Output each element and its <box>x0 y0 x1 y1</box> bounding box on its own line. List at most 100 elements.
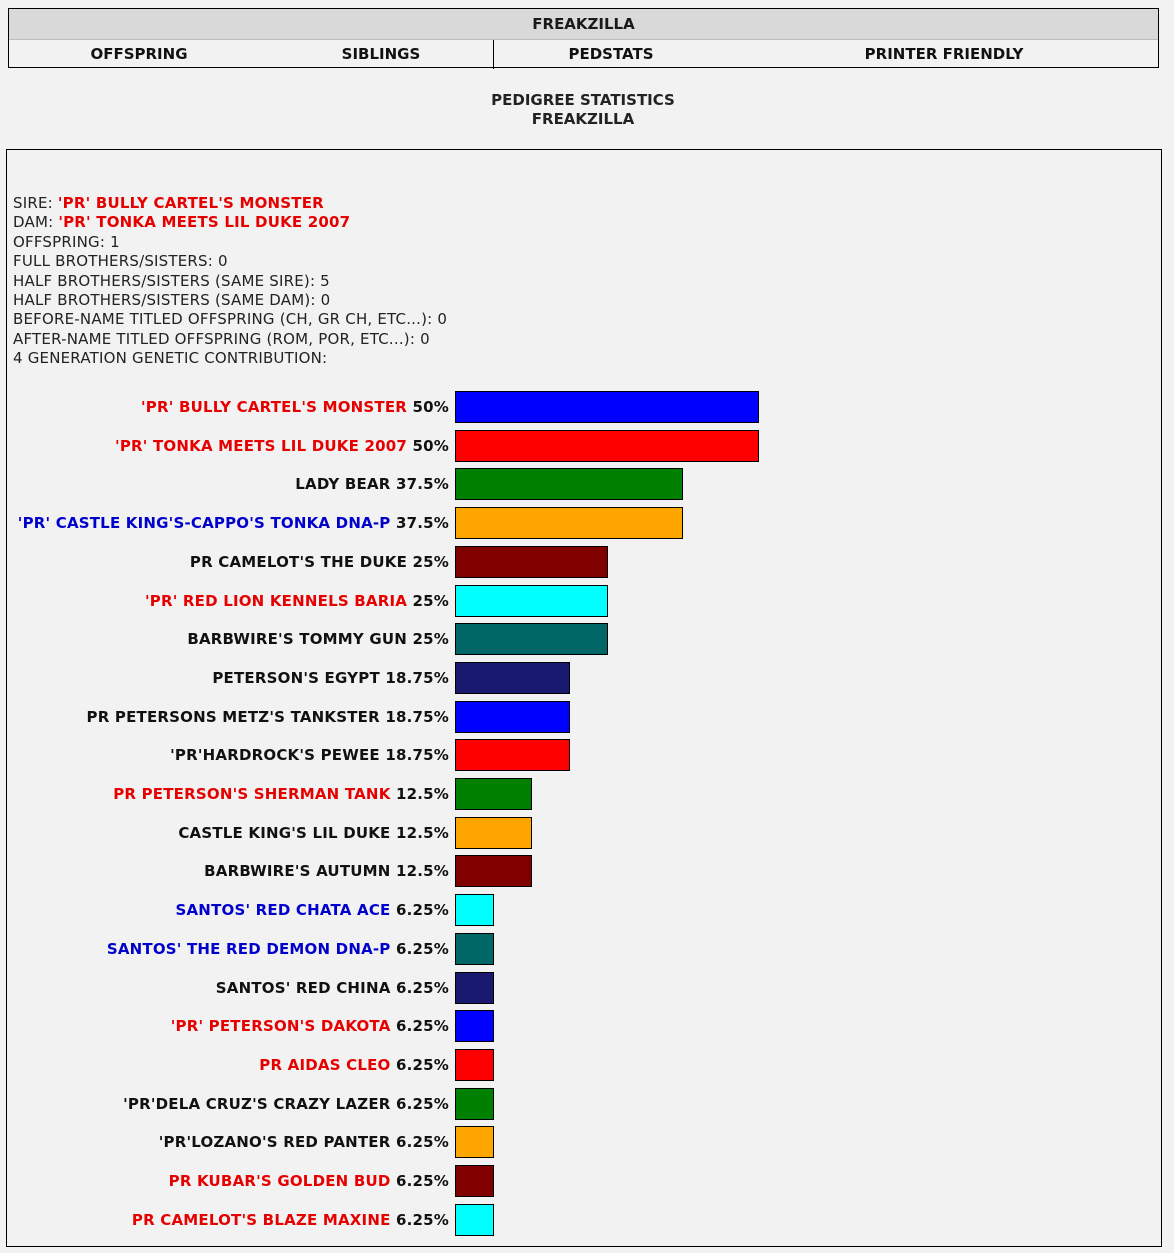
contribution-label: 'PR'LOZANO'S RED PANTER 6.25% <box>159 1125 449 1159</box>
contribution-row: SANTOS' THE RED DEMON DNA-P 6.25% <box>7 932 1161 966</box>
contribution-row: BARBWIRE'S AUTUMN 12.5% <box>7 854 1161 888</box>
tab-pedstats[interactable]: PEDSTATS <box>568 45 654 63</box>
contribution-label: PR CAMELOT'S THE DUKE 25% <box>190 545 449 579</box>
contribution-percent: 6.25% <box>395 1055 449 1074</box>
contribution-bar <box>455 391 759 423</box>
contribution-label: SANTOS' RED CHINA 6.25% <box>216 971 449 1005</box>
contribution-bar <box>455 971 494 1004</box>
contribution-percent: 37.5% <box>395 475 449 494</box>
sire-link[interactable]: 'PR' BULLY CARTEL'S MONSTER <box>57 194 324 212</box>
contribution-bar <box>455 932 494 965</box>
contribution-percent: 25% <box>412 552 449 571</box>
contribution-label: 'PR' PETERSON'S DAKOTA 6.25% <box>171 1009 449 1043</box>
contribution-percent: 50% <box>412 436 449 455</box>
contribution-bar <box>455 1010 494 1043</box>
ancestor-name: LADY BEAR <box>295 475 391 494</box>
contribution-percent: 18.75% <box>385 668 449 687</box>
ancestor-name[interactable]: PR PETERSON'S SHERMAN TANK <box>113 785 391 803</box>
contribution-row: PR CAMELOT'S THE DUKE 25% <box>7 545 1161 579</box>
contribution-percent: 50% <box>412 398 449 416</box>
tab-printer-friendly[interactable]: PRINTER FRIENDLY <box>864 45 1024 63</box>
contribution-row: SANTOS' RED CHINA 6.25% <box>7 971 1161 1005</box>
ancestor-name: PR CAMELOT'S THE DUKE <box>189 552 408 571</box>
contribution-percent: 6.25% <box>395 1172 449 1190</box>
contribution-percent: 18.75% <box>385 707 449 726</box>
contribution-row: 'PR'DELA CRUZ'S CRAZY LAZER 6.25% <box>7 1087 1161 1121</box>
contribution-bar <box>455 700 570 733</box>
contribution-label: BARBWIRE'S TOMMY GUN 25% <box>187 622 449 656</box>
contribution-row: BARBWIRE'S TOMMY GUN 25% <box>7 622 1161 656</box>
contribution-bar <box>455 507 683 540</box>
contribution-bar <box>455 778 532 810</box>
contribution-bar <box>455 545 608 578</box>
ancestor-name: PETERSON'S EGYPT <box>212 668 380 687</box>
contribution-percent: 12.5% <box>395 862 449 881</box>
ancestor-name: SANTOS' RED CHINA <box>215 978 391 997</box>
contribution-percent: 6.25% <box>395 1133 449 1152</box>
contribution-bar <box>455 1048 494 1081</box>
tab-divider <box>493 40 494 69</box>
genetic-contribution-heading: 4 GENERATION GENETIC CONTRIBUTION: <box>13 349 328 368</box>
ancestor-name[interactable]: SANTOS' RED CHATA ACE <box>175 901 391 920</box>
contribution-label: 'PR' BULLY CARTEL'S MONSTER 50% <box>141 390 449 424</box>
contribution-bar <box>455 855 532 888</box>
contribution-label: PR CAMELOT'S BLAZE MAXINE 6.25% <box>132 1203 449 1237</box>
contribution-row: 'PR' TONKA MEETS LIL DUKE 2007 50% <box>7 429 1161 463</box>
full-siblings-count: FULL BROTHERS/SISTERS: 0 <box>13 252 228 271</box>
dam-label: DAM: <box>13 213 54 232</box>
ancestor-name[interactable]: SANTOS' THE RED DEMON DNA-P <box>106 939 391 958</box>
tab-offspring[interactable]: OFFSPRING <box>90 45 188 63</box>
contribution-bar <box>455 1087 494 1120</box>
contribution-bar <box>455 1165 494 1197</box>
contribution-bar <box>455 661 570 694</box>
stats-panel: SIRE: 'PR' BULLY CARTEL'S MONSTER DAM: '… <box>6 149 1162 1247</box>
pedigree-info: SIRE: 'PR' BULLY CARTEL'S MONSTER DAM: '… <box>13 194 447 369</box>
contribution-row: 'PR' PETERSON'S DAKOTA 6.25% <box>7 1009 1161 1043</box>
contribution-row: PR AIDAS CLEO 6.25% <box>7 1048 1161 1082</box>
contribution-percent: 18.75% <box>385 746 449 765</box>
ancestor-name[interactable]: 'PR' BULLY CARTEL'S MONSTER <box>141 398 408 416</box>
ancestor-name: PR PETERSONS METZ'S TANKSTER <box>86 707 380 726</box>
contribution-percent: 37.5% <box>395 514 449 533</box>
ancestor-name[interactable]: 'PR' RED LION KENNELS BARIA <box>144 591 408 610</box>
contribution-percent: 25% <box>412 630 449 649</box>
contribution-bar <box>455 1203 494 1236</box>
contribution-percent: 6.25% <box>395 1017 449 1036</box>
ancestor-name[interactable]: PR CAMELOT'S BLAZE MAXINE <box>131 1210 391 1229</box>
ancestor-name: BARBWIRE'S TOMMY GUN <box>187 630 408 649</box>
ancestor-name: CASTLE KING'S LIL DUKE <box>178 823 391 842</box>
half-siblings-sire-count: HALF BROTHERS/SISTERS (SAME SIRE): 5 <box>13 271 330 290</box>
contribution-label: 'PR'HARDROCK'S PEWEE 18.75% <box>170 738 449 772</box>
contribution-percent: 6.25% <box>395 978 449 997</box>
contribution-bar <box>455 894 494 927</box>
contribution-bar <box>455 623 608 656</box>
ancestor-name[interactable]: PR KUBAR'S GOLDEN BUD <box>168 1172 391 1190</box>
contribution-row: LADY BEAR 37.5% <box>7 467 1161 501</box>
ancestor-name: BARBWIRE'S AUTUMN <box>204 862 391 881</box>
contribution-percent: 25% <box>412 591 449 610</box>
dog-name-title: FREAKZILLA <box>9 9 1158 40</box>
contribution-label: PETERSON'S EGYPT 18.75% <box>212 661 449 695</box>
ancestor-name[interactable]: 'PR' PETERSON'S DAKOTA <box>170 1017 391 1036</box>
contribution-label: PR PETERSONS METZ'S TANKSTER 18.75% <box>87 700 449 734</box>
ancestor-name[interactable]: 'PR' CASTLE KING'S-CAPPO'S TONKA DNA-P <box>17 514 391 533</box>
contribution-percent: 12.5% <box>395 823 449 842</box>
contribution-bar <box>455 739 570 772</box>
page-heading-title: PEDIGREE STATISTICS <box>491 91 675 109</box>
contribution-row: PR PETERSON'S SHERMAN TANK 12.5% <box>7 777 1161 811</box>
ancestor-name: 'PR'LOZANO'S RED PANTER <box>158 1133 391 1152</box>
contribution-row: PETERSON'S EGYPT 18.75% <box>7 661 1161 695</box>
ancestor-name: 'PR'HARDROCK'S PEWEE <box>170 746 380 765</box>
dam-link[interactable]: 'PR' TONKA MEETS LIL DUKE 2007 <box>58 213 351 232</box>
tab-siblings[interactable]: SIBLINGS <box>341 45 421 63</box>
ancestor-name[interactable]: 'PR' TONKA MEETS LIL DUKE 2007 <box>115 436 408 455</box>
contribution-bar <box>455 1126 494 1159</box>
contribution-label: 'PR' RED LION KENNELS BARIA 25% <box>145 584 449 618</box>
pedigree-nav: FREAKZILLA OFFSPRING SIBLINGS PEDSTATS P… <box>8 8 1159 69</box>
contribution-percent: 6.25% <box>395 939 449 958</box>
ancestor-name[interactable]: PR AIDAS CLEO <box>259 1055 391 1074</box>
page-heading: PEDIGREE STATISTICS FREAKZILLA <box>0 91 1166 129</box>
contribution-label: LADY BEAR 37.5% <box>295 467 449 501</box>
sire-line: SIRE: 'PR' BULLY CARTEL'S MONSTER <box>13 194 447 213</box>
contribution-row: PR CAMELOT'S BLAZE MAXINE 6.25% <box>7 1203 1161 1237</box>
